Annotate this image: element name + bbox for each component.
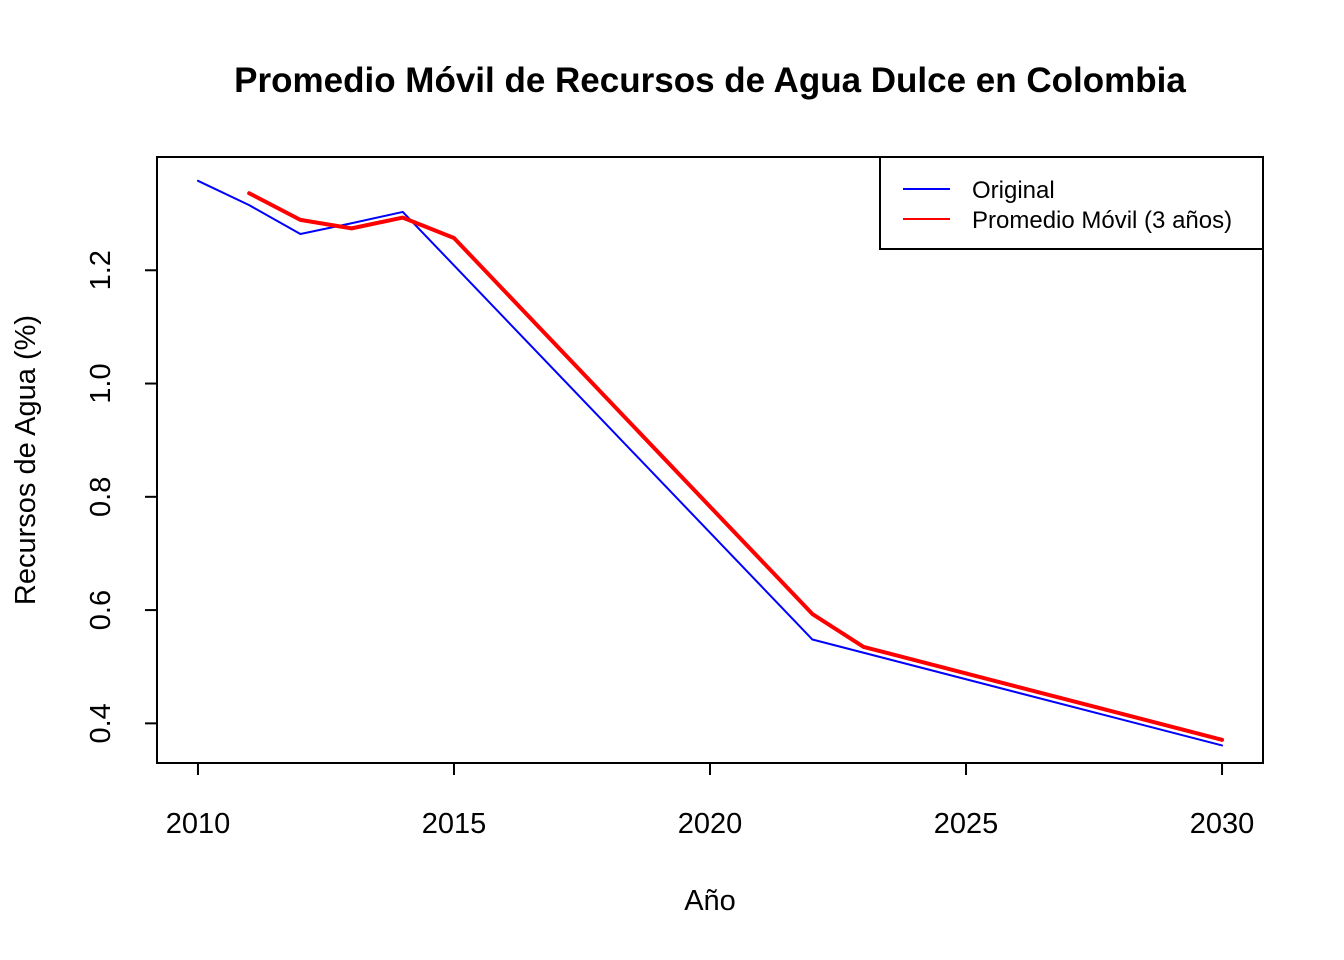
series-line-moving-average (247, 191, 1225, 742)
x-tick-label: 2030 (1190, 808, 1255, 840)
x-tick-label: 2015 (422, 808, 487, 840)
legend-label-original: Original (972, 177, 1055, 204)
y-axis: 0.4 0.6 0.8 1.0 1.2 (85, 250, 158, 744)
x-tick-label: 2020 (678, 808, 743, 840)
legend-box (879, 156, 1264, 250)
series-layer (196, 179, 1225, 747)
legend: Original Promedio Móvil (3 años) (879, 156, 1264, 250)
y-tick-label: 1.0 (85, 363, 117, 403)
chart-title: Promedio Móvil de Recursos de Agua Dulce… (234, 61, 1186, 100)
y-axis-label: Recursos de Agua (%) (10, 315, 42, 605)
y-tick-label: 0.8 (85, 477, 117, 517)
x-tick-label: 2025 (934, 808, 999, 840)
y-tick-label: 1.2 (85, 250, 117, 290)
x-tick-label: 2010 (166, 808, 231, 840)
legend-label-moving-average: Promedio Móvil (3 años) (972, 207, 1232, 234)
y-tick-label: 0.4 (85, 703, 117, 743)
y-tick-label: 0.6 (85, 590, 117, 630)
x-axis-label: Año (684, 885, 736, 917)
x-axis: 2010 2015 2020 2025 2030 (166, 762, 1255, 840)
series-line-original (196, 179, 1224, 747)
